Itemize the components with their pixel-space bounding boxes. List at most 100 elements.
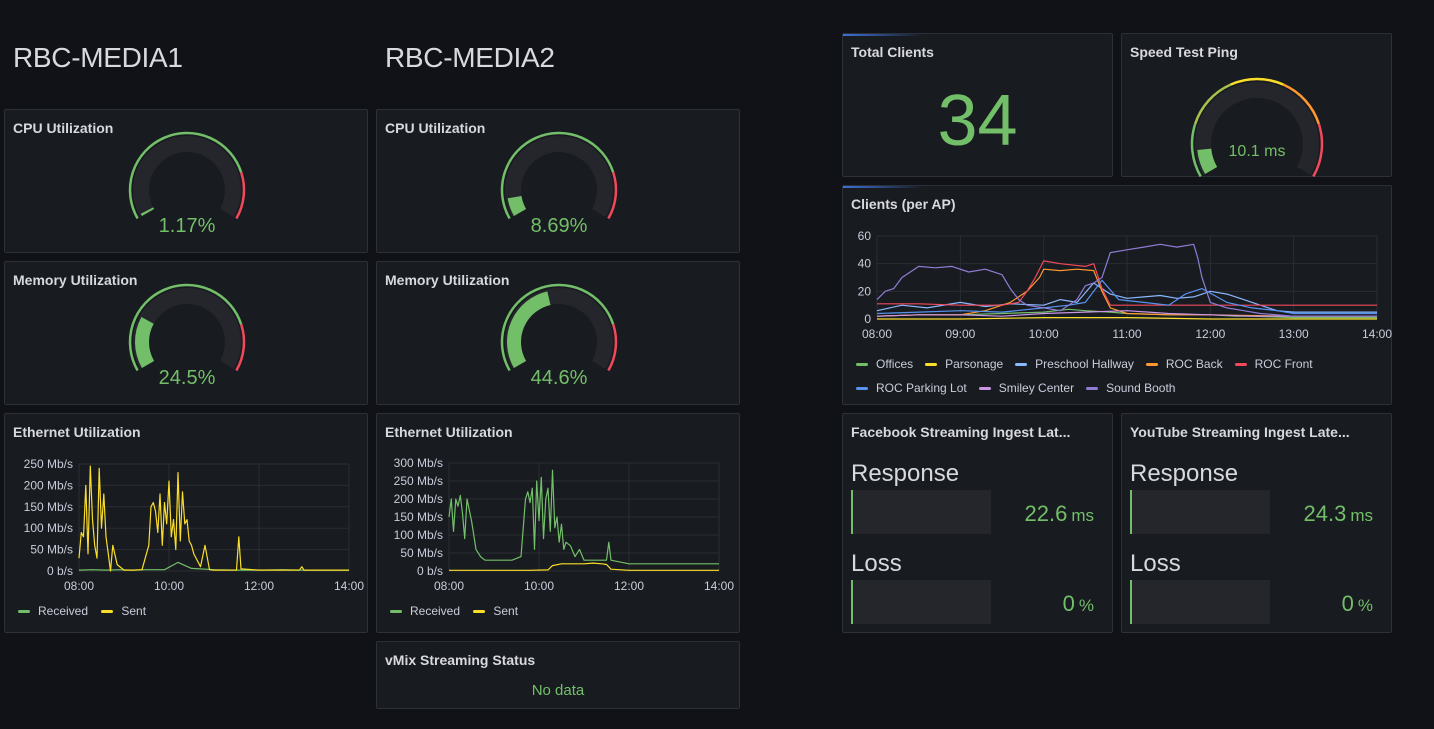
legend-item[interactable]: Smiley Center (978, 376, 1075, 400)
y-tick-label: 0 (864, 312, 871, 326)
gauge-value: 8.69% (531, 215, 588, 237)
y-tick-label: 200 Mb/s (394, 492, 443, 506)
speed-test-ping-panel[interactable]: Speed Test Ping 10.1 ms (1121, 33, 1392, 178)
youtube-ingest-panel[interactable]: YouTube Streaming Ingest Late... Respons… (1121, 413, 1392, 633)
legend-item[interactable]: Offices (856, 352, 913, 376)
ethernet-chart: 0 b/s 50 Mb/s 100 Mb/s 150 Mb/s 200 Mb/s 250 … (24, 457, 365, 593)
gauge-value: 1.17% (159, 215, 216, 237)
media2-memory-panel[interactable]: Memory Utilization 44.6% (376, 261, 740, 405)
chart-legend: Received Sent (390, 604, 528, 618)
gauge-value-arc (135, 316, 155, 368)
cpu-gauge: 8.69% (500, 131, 618, 237)
legend-item-received[interactable]: Received (18, 604, 88, 618)
legend-label: Preschool Hallway (1035, 357, 1134, 371)
media1-ethernet-panel[interactable]: Ethernet Utilization 0 b/s 50 Mb/s 100 Mb/… (4, 413, 368, 633)
response-bar (851, 490, 991, 534)
y-tick-label: 100 Mb/s (394, 528, 443, 542)
legend-item[interactable]: Preschool Hallway (1015, 352, 1134, 376)
series-line (448, 469, 719, 565)
loading-bar (843, 34, 923, 36)
total-clients-value: 34 (937, 81, 1018, 161)
y-tick-label: 150 Mb/s (394, 510, 443, 524)
response-value: 24.3 ms (1303, 501, 1374, 526)
loss-value: 0% (1062, 591, 1094, 616)
panel-title: Ethernet Utilization (385, 424, 513, 440)
media1-memory-panel[interactable]: Memory Utilization 24.5% (4, 261, 368, 405)
vmix-status-panel[interactable]: vMix Streaming Status No data (376, 641, 740, 709)
y-tick-label: 20 (858, 284, 872, 298)
series-line (449, 562, 719, 571)
legend-item[interactable]: Parsonage (925, 352, 1003, 376)
host-heading-media2: RBC-MEDIA2 (385, 42, 555, 73)
threshold-segment (1193, 83, 1232, 125)
gauge-value-arc (1197, 148, 1218, 174)
chart-legend: Offices Parsonage Preschool Hallway ROC Bac… (856, 352, 1386, 400)
y-tick-label: 50 Mb/s (400, 546, 443, 560)
legend-label: Smiley Center (998, 381, 1075, 395)
y-tick-label: 40 (858, 257, 872, 271)
loss-label: Loss (1130, 550, 1181, 577)
threshold-segment (1190, 123, 1202, 178)
loss-bar (851, 580, 991, 624)
legend-label: Received (38, 604, 89, 618)
legend-label: Sound Booth (1106, 381, 1176, 395)
threshold-green (128, 131, 243, 220)
media2-ethernet-panel[interactable]: Ethernet Utilization 0 b/s 50 Mb/s 100 Mb/… (376, 413, 740, 633)
ethernet-chart: 0 b/s 50 Mb/s 100 Mb/s 150 Mb/s 200 Mb/s 250 … (394, 456, 735, 593)
threshold-red (235, 172, 246, 220)
threshold-green (500, 131, 615, 220)
legend-label: ROC Parking Lot (876, 381, 967, 395)
x-tick-label: 11:00 (1112, 327, 1141, 341)
y-tick-label: 0 b/s (47, 564, 73, 578)
gauge-value: 24.5% (159, 367, 216, 389)
cpu-gauge: 1.17% (128, 131, 246, 237)
chart-legend: Received Sent (18, 604, 156, 618)
loading-bar (843, 186, 923, 188)
legend-item-sent[interactable]: Sent (473, 604, 518, 618)
facebook-ingest-panel[interactable]: Facebook Streaming Ingest Lat... Respons… (842, 413, 1113, 633)
panel-title: Ethernet Utilization (13, 424, 141, 440)
x-tick-label: 12:00 (1195, 327, 1225, 341)
gauge-track (133, 136, 241, 217)
gauge-value-arc (507, 195, 527, 216)
panel-title: CPU Utilization (385, 120, 486, 136)
total-clients-panel[interactable]: Total Clients 34 (842, 33, 1113, 177)
x-tick-label: 08:00 (64, 579, 94, 593)
gauge-value: 10.1 ms (1229, 143, 1286, 160)
media1-cpu-panel[interactable]: CPU Utilization 1.17% (4, 109, 368, 253)
x-tick-label: 10:00 (524, 579, 554, 593)
threshold-red (235, 324, 246, 372)
memory-gauge: 24.5% (128, 283, 246, 389)
x-tick-label: 14:00 (334, 579, 364, 593)
series-line (877, 317, 1377, 320)
legend-item[interactable]: ROC Front (1234, 352, 1313, 376)
legend-item[interactable]: Sound Booth (1086, 376, 1175, 400)
x-tick-label: 09:00 (945, 327, 975, 341)
legend-item-received[interactable]: Received (390, 604, 460, 618)
panel-title: Facebook Streaming Ingest Lat... (851, 424, 1071, 440)
memory-gauge: 44.6% (500, 283, 618, 389)
legend-item-sent[interactable]: Sent (101, 604, 146, 618)
no-data-text: No data (531, 682, 585, 699)
legend-label: Parsonage (945, 357, 1004, 371)
response-label: Response (1130, 460, 1239, 487)
loss-label: Loss (851, 550, 902, 577)
loss-bar (1130, 580, 1270, 624)
series-line (876, 279, 1377, 315)
series-line (78, 465, 349, 572)
legend-item[interactable]: ROC Parking Lot (856, 376, 967, 400)
loss-value: 0% (1341, 591, 1373, 616)
series-line (877, 260, 1377, 306)
clients-per-ap-panel[interactable]: Clients (per AP) 0 20 40 60 08:00 09:00 10:00 1… (842, 185, 1392, 405)
threshold-green (500, 283, 615, 372)
legend-label: ROC Back (1165, 357, 1223, 371)
panel-title: Speed Test Ping (1130, 44, 1238, 60)
x-tick-label: 12:00 (614, 579, 644, 593)
threshold-segment (1230, 77, 1284, 86)
threshold-red (607, 324, 618, 372)
media2-cpu-panel[interactable]: CPU Utilization 8.69% (376, 109, 740, 253)
x-tick-label: 14:00 (1362, 327, 1392, 341)
panel-title: vMix Streaming Status (385, 652, 536, 668)
response-value: 22.6 ms (1024, 501, 1095, 526)
legend-item[interactable]: ROC Back (1145, 352, 1223, 376)
